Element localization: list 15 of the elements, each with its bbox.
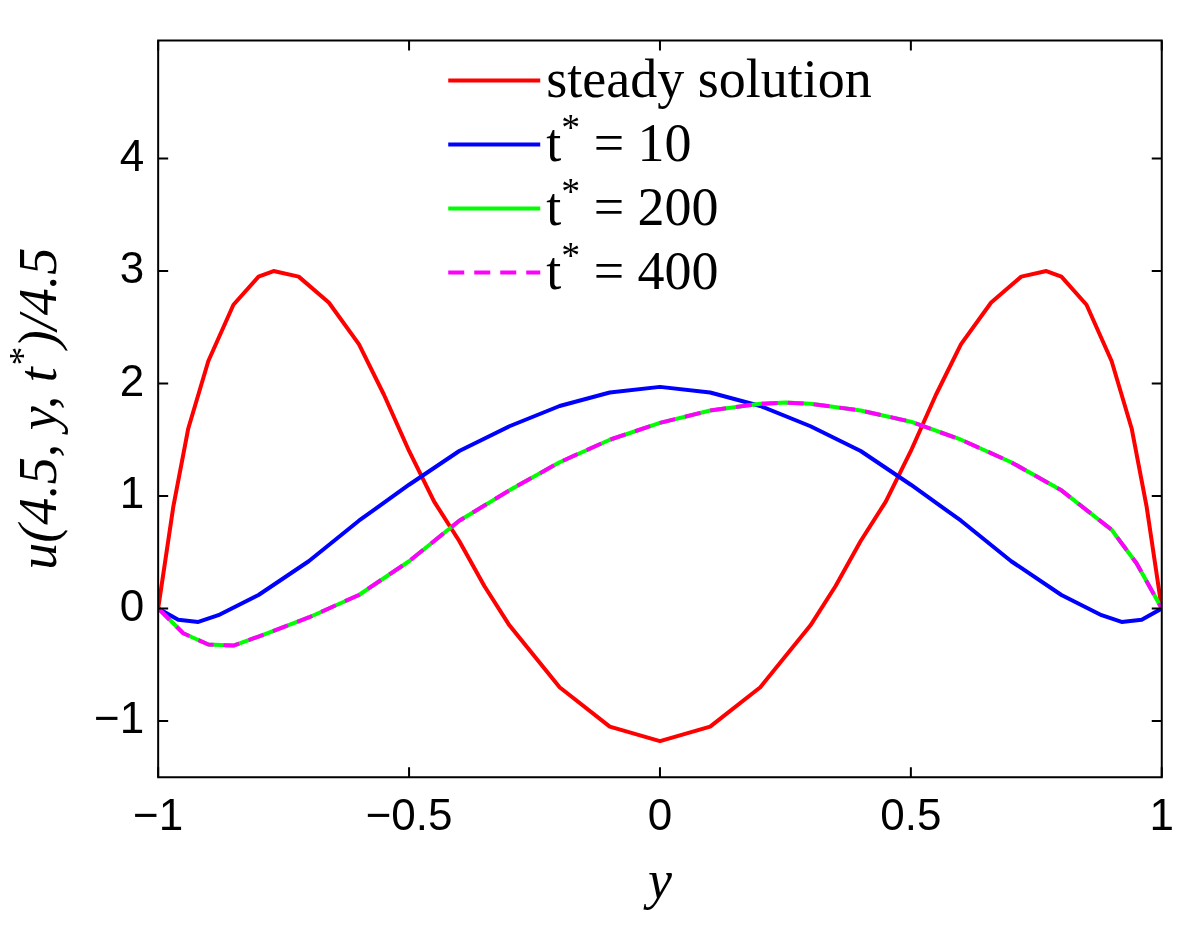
legend-label: steady solution	[546, 48, 872, 109]
y-tick-label: 0	[119, 580, 145, 630]
y-axis-title: u(4.5, y, t*)/4.5	[1, 247, 68, 570]
y-tick-label: 4	[119, 130, 145, 180]
y-tick-label: 3	[119, 243, 145, 293]
x-tick-label: 0	[647, 789, 673, 839]
x-tick-label: 0.5	[880, 789, 942, 839]
x-tick-label: −0.5	[365, 789, 453, 839]
y-tick-label: 1	[119, 468, 145, 518]
y-tick-label: 2	[119, 355, 145, 405]
x-axis-title: y	[642, 850, 672, 910]
legend-label: t* = 200	[546, 170, 719, 237]
legend-label: t* = 400	[546, 234, 719, 301]
y-tick-label: −1	[93, 693, 145, 743]
x-tick-label: 1	[1149, 789, 1175, 839]
